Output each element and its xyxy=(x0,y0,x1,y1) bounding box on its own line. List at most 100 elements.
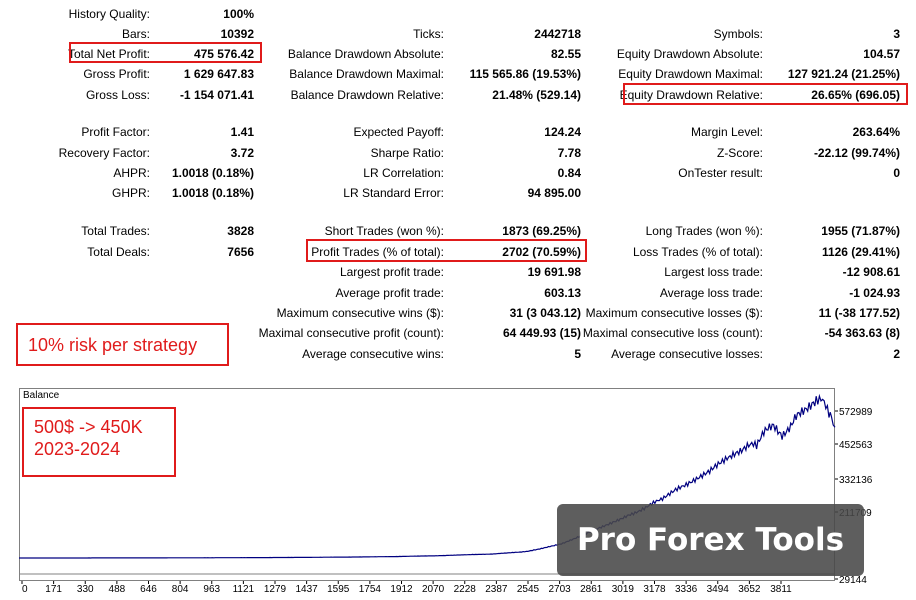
symbols-value: 3 xyxy=(893,27,900,41)
balance-dd-absolute-label: Balance Drawdown Absolute: xyxy=(287,47,444,61)
equity-dd-absolute-value: 104.57 xyxy=(863,47,900,61)
risk-note-text: 10% risk per strategy xyxy=(28,335,198,355)
x-tick-label: 1754 xyxy=(359,584,382,595)
expected-payoff-label: Expected Payoff: xyxy=(353,125,444,139)
equity-dd-absolute-label: Equity Drawdown Absolute: xyxy=(616,47,763,61)
total-net-profit-value: 475 576.42 xyxy=(193,47,254,61)
x-tick-label: 1279 xyxy=(264,584,287,595)
x-tick-label: 1595 xyxy=(327,584,350,595)
lr-correlation-label: LR Correlation: xyxy=(363,166,444,180)
x-tick-label: 0 xyxy=(22,584,28,595)
y-tick-label: 572989 xyxy=(839,407,873,418)
ghpr-value: 1.0018 (0.18%) xyxy=(171,186,254,200)
largest-profit-trade-label: Largest profit trade: xyxy=(339,265,444,279)
equity-dd-relative-highlight xyxy=(623,83,908,105)
average-loss-trade-value: -1 024.93 xyxy=(849,286,900,300)
equity-dd-relative-label: Equity Drawdown Relative: xyxy=(619,88,763,102)
x-tick-label: 2703 xyxy=(549,584,572,595)
ticks-value: 2442718 xyxy=(534,27,581,41)
profit-trades-label: Profit Trades (% of total): xyxy=(311,245,444,259)
equity-dd-relative-value: 26.65% (696.05) xyxy=(811,88,900,102)
long-trades-value: 1955 (71.87%) xyxy=(821,224,900,238)
profit-trades-highlight xyxy=(306,239,587,262)
risk-note: 10% risk per strategy xyxy=(16,323,229,366)
growth-note-line1: 500$ -> 450K xyxy=(34,417,143,437)
lr-std-error-label: LR Standard Error: xyxy=(343,186,444,200)
history-quality-label: History Quality: xyxy=(68,7,150,21)
lr-std-error-value: 94 895.00 xyxy=(527,186,581,200)
ticks-label: Ticks: xyxy=(413,27,444,41)
watermark-text: Pro Forex Tools xyxy=(576,522,845,558)
sharpe-ratio-value: 7.78 xyxy=(557,146,581,160)
avg-consec-losses-value: 2 xyxy=(893,347,900,361)
x-tick-label: 2861 xyxy=(580,584,603,595)
history-quality-value: 100% xyxy=(223,7,254,21)
total-net-profit-highlight xyxy=(69,42,262,63)
largest-loss-trade-label: Largest loss trade: xyxy=(664,265,763,279)
maximal-consec-loss-value: -54 363.63 (8) xyxy=(824,326,900,340)
ahpr-label: AHPR: xyxy=(113,166,150,180)
average-profit-trade-value: 603.13 xyxy=(544,286,581,300)
total-trades-label: Total Trades: xyxy=(81,224,150,238)
total-trades-value: 3828 xyxy=(227,224,254,238)
balance-dd-maximal-label: Balance Drawdown Maximal: xyxy=(289,67,444,81)
total-net-profit-label: Total Net Profit: xyxy=(67,47,150,61)
y-tick-label: 452563 xyxy=(839,440,873,451)
equity-dd-maximal-label: Equity Drawdown Maximal: xyxy=(618,67,763,81)
symbols-label: Symbols: xyxy=(713,27,763,41)
gross-loss-label: Gross Loss: xyxy=(85,88,150,102)
gross-profit-label: Gross Profit: xyxy=(83,67,150,81)
x-tick-label: 3494 xyxy=(707,584,730,595)
x-tick-label: 171 xyxy=(45,584,62,595)
x-tick-label: 804 xyxy=(172,584,189,595)
x-tick-label: 3652 xyxy=(738,584,761,595)
x-tick-label: 3336 xyxy=(675,584,698,595)
largest-profit-trade-value: 19 691.98 xyxy=(527,265,581,279)
balance-dd-absolute-value: 82.55 xyxy=(550,47,581,61)
average-profit-trade-label: Average profit trade: xyxy=(335,286,444,300)
z-score-value: -22.12 (99.74%) xyxy=(813,146,900,160)
y-tick-label: 332136 xyxy=(839,475,873,486)
lr-correlation-value: 0.84 xyxy=(557,166,581,180)
y-tick-label: 29144 xyxy=(839,575,867,586)
sharpe-ratio-label: Sharpe Ratio: xyxy=(370,146,444,160)
balance-dd-relative-value: 21.48% (529.14) xyxy=(492,88,581,102)
long-trades-label: Long Trades (won %): xyxy=(645,224,763,238)
max-consec-losses-value: 11 (-38 177.52) xyxy=(818,306,900,320)
x-tick-label: 1912 xyxy=(390,584,413,595)
profit-factor-value: 1.41 xyxy=(230,125,254,139)
short-trades-label: Short Trades (won %): xyxy=(324,224,444,238)
ontester-result-value: 0 xyxy=(893,166,900,180)
total-deals-value: 7656 xyxy=(227,245,254,259)
avg-consec-wins-value: 5 xyxy=(574,347,581,361)
bars-label: Bars: xyxy=(121,27,150,41)
max-consec-losses-label: Maximum consecutive losses ($): xyxy=(585,306,763,320)
x-tick-label: 1121 xyxy=(233,584,255,595)
ontester-result-label: OnTester result: xyxy=(678,166,763,180)
chart-title: Balance xyxy=(23,390,60,401)
avg-consec-wins-label: Average consecutive wins: xyxy=(302,347,444,361)
margin-level-label: Margin Level: xyxy=(690,125,763,139)
x-tick-label: 3019 xyxy=(612,584,635,595)
loss-trades-value: 1126 (29.41%) xyxy=(821,245,900,259)
total-deals-label: Total Deals: xyxy=(87,245,150,259)
balance-line xyxy=(19,393,836,559)
x-tick-label: 3178 xyxy=(643,584,666,595)
x-tick-label: 963 xyxy=(203,584,220,595)
x-tick-label: 1437 xyxy=(296,584,319,595)
x-tick-label: 3811 xyxy=(770,584,792,595)
growth-note: 500$ -> 450K 2023-2024 xyxy=(22,407,176,477)
loss-trades-label: Loss Trades (% of total): xyxy=(632,245,763,259)
gross-loss-value: -1 154 071.41 xyxy=(179,88,254,102)
balance-dd-maximal-value: 115 565.86 (19.53%) xyxy=(469,67,581,81)
short-trades-value: 1873 (69.25%) xyxy=(502,224,581,238)
recovery-factor-value: 3.72 xyxy=(230,146,254,160)
watermark-banner: Pro Forex Tools xyxy=(557,504,864,576)
balance-dd-relative-label: Balance Drawdown Relative: xyxy=(290,88,444,102)
bars-value: 10392 xyxy=(220,27,254,41)
x-tick-label: 2387 xyxy=(485,584,508,595)
x-tick-label: 646 xyxy=(140,584,157,595)
profit-factor-label: Profit Factor: xyxy=(81,125,150,139)
gross-profit-value: 1 629 647.83 xyxy=(183,67,254,81)
margin-level-value: 263.64% xyxy=(852,125,900,139)
